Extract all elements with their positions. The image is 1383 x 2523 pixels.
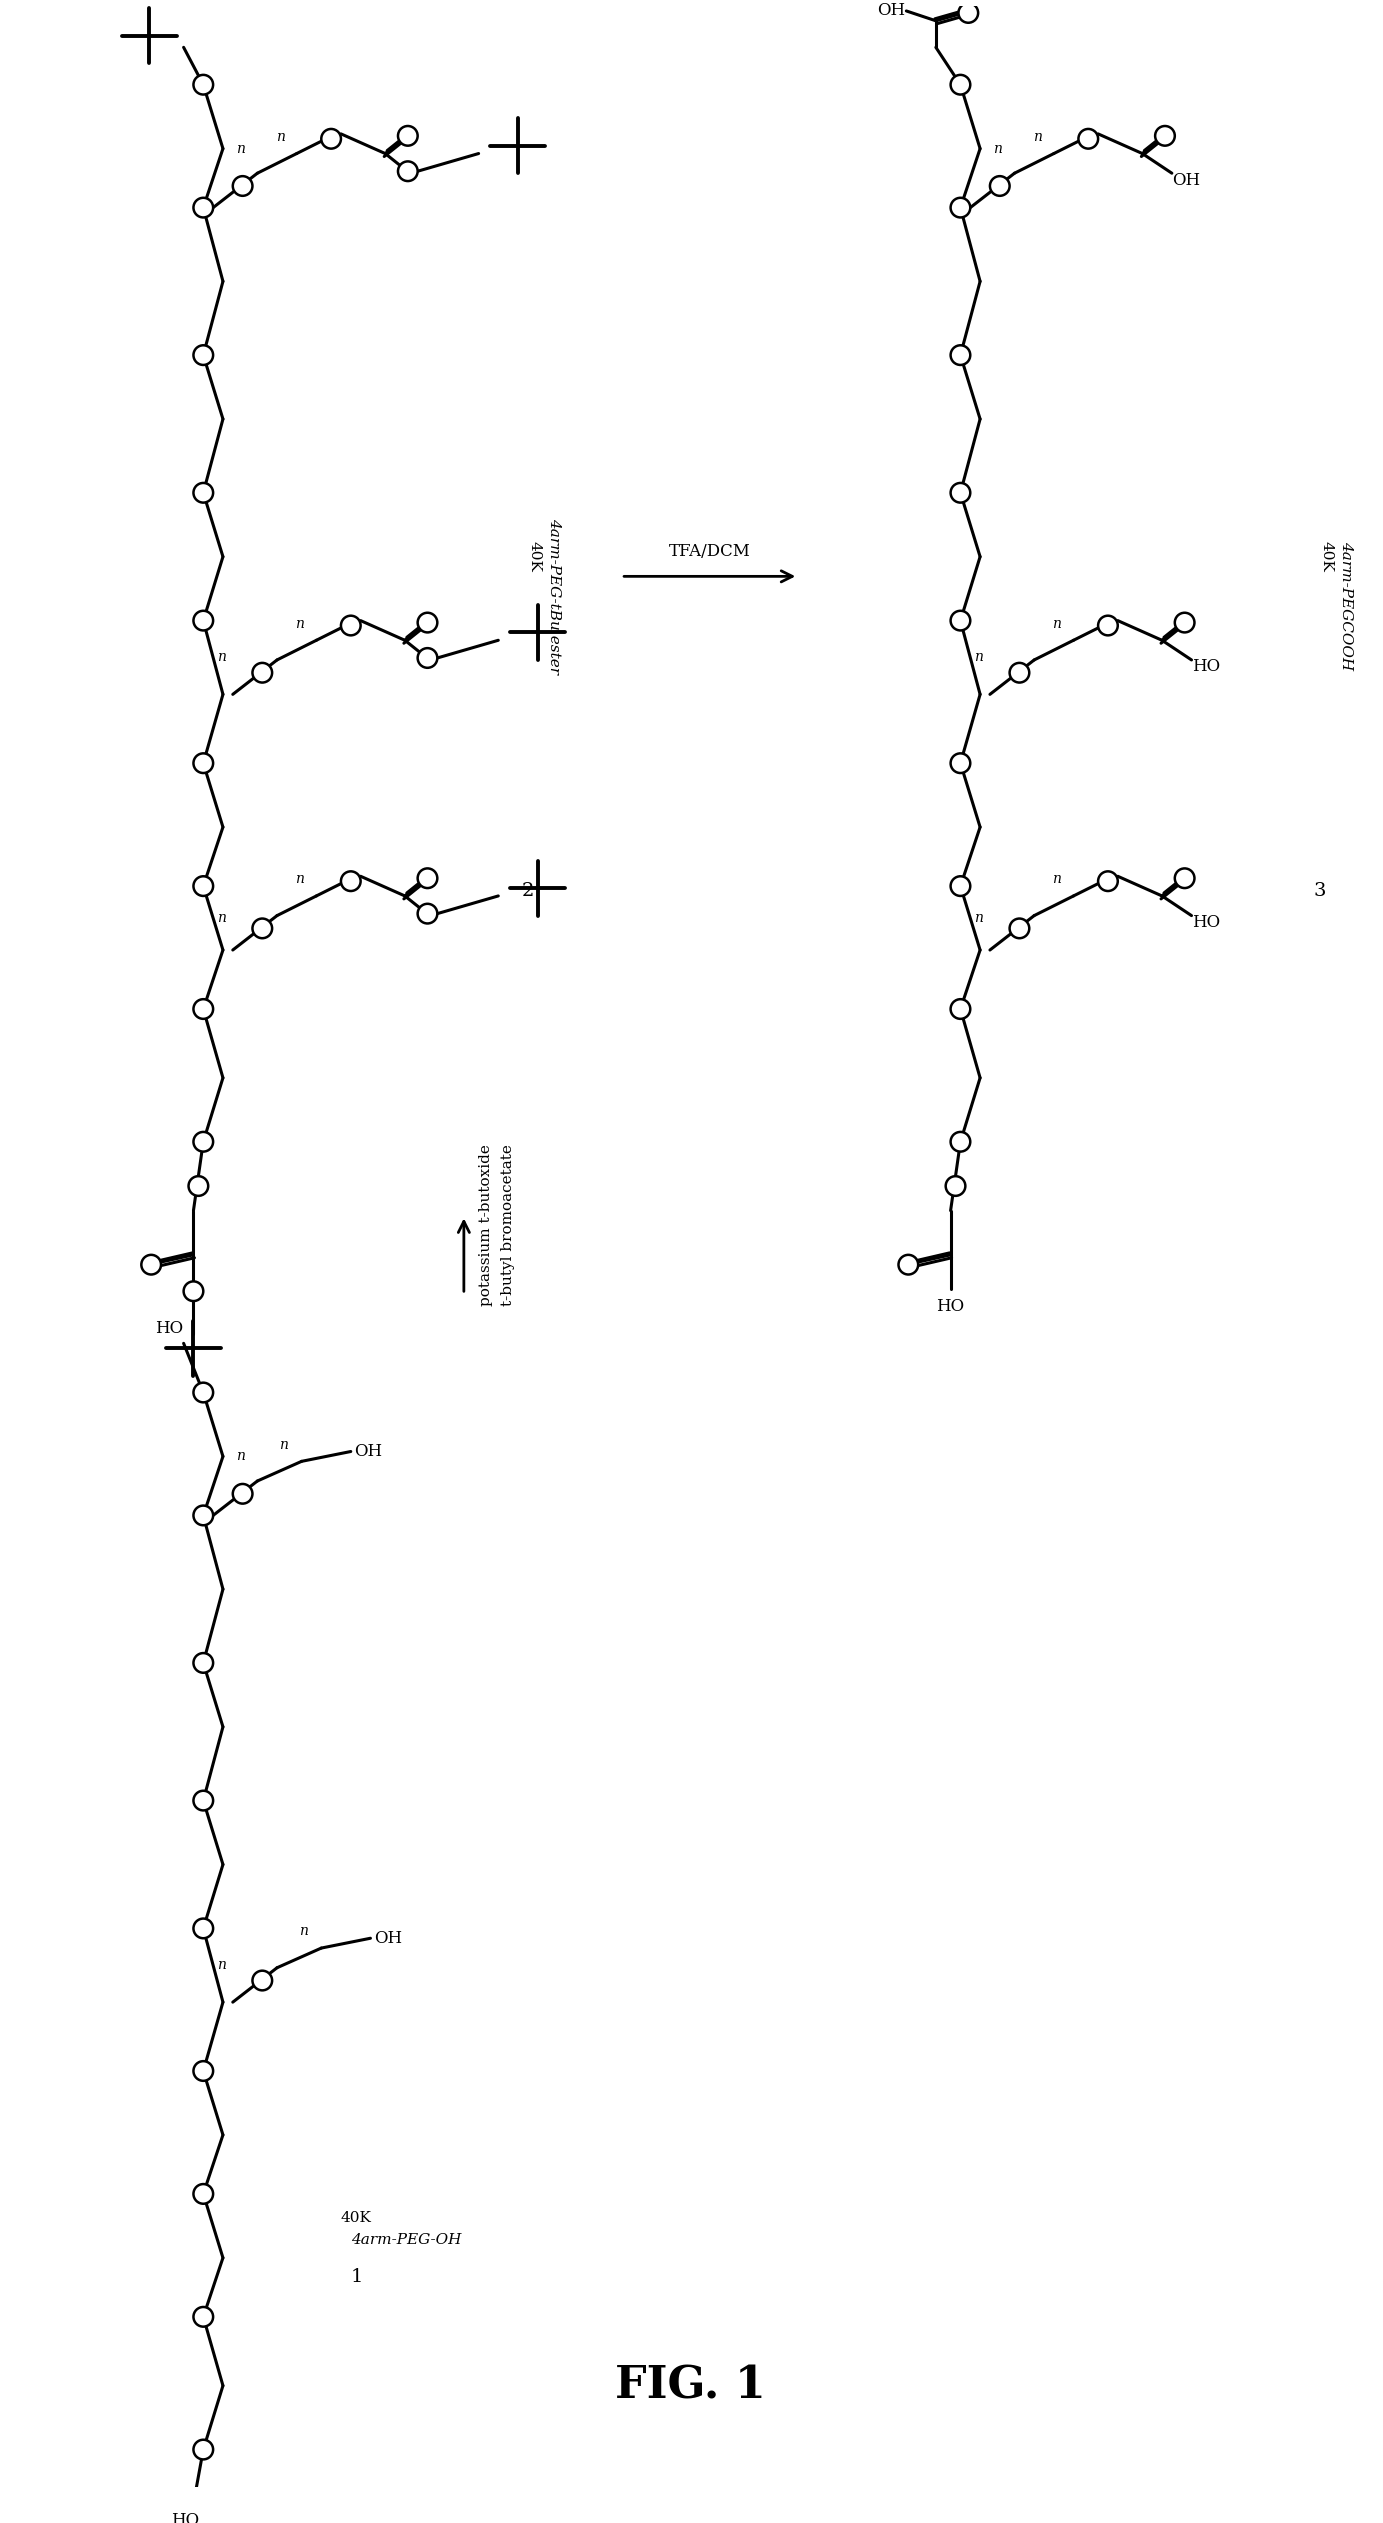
Circle shape <box>232 1484 253 1504</box>
Text: n: n <box>295 873 304 886</box>
Circle shape <box>1098 616 1117 636</box>
Text: TFA/DCM: TFA/DCM <box>669 542 751 560</box>
Circle shape <box>194 76 213 93</box>
Circle shape <box>1098 870 1117 891</box>
Circle shape <box>1079 129 1098 149</box>
Circle shape <box>899 1254 918 1274</box>
Text: HO: HO <box>171 2513 199 2523</box>
Text: OH: OH <box>878 3 906 20</box>
Circle shape <box>194 2306 213 2326</box>
Circle shape <box>418 648 437 669</box>
Text: n: n <box>217 911 225 923</box>
Circle shape <box>232 177 253 197</box>
Circle shape <box>194 754 213 772</box>
Text: n: n <box>1033 129 1041 144</box>
Text: HO: HO <box>1192 913 1220 931</box>
Text: n: n <box>299 1925 308 1938</box>
Circle shape <box>398 161 418 182</box>
Circle shape <box>1155 126 1174 146</box>
Circle shape <box>194 482 213 502</box>
Text: 4arm-PEG-OH: 4arm-PEG-OH <box>351 2233 461 2248</box>
Circle shape <box>194 1917 213 1938</box>
Circle shape <box>398 126 418 146</box>
Text: 4arm-PEGCOOH: 4arm-PEGCOOH <box>1339 542 1353 671</box>
Circle shape <box>194 1133 213 1150</box>
Text: HO: HO <box>1192 659 1220 676</box>
Text: n: n <box>279 1438 288 1451</box>
Text: n: n <box>974 651 982 664</box>
Circle shape <box>950 754 971 772</box>
Text: t-butyl bromoacetate: t-butyl bromoacetate <box>501 1145 516 1307</box>
Circle shape <box>950 76 971 93</box>
Text: potassium t-butoxide: potassium t-butoxide <box>479 1145 492 1307</box>
Text: 40K: 40K <box>1319 542 1333 573</box>
Circle shape <box>958 3 978 23</box>
Circle shape <box>253 918 272 939</box>
Text: n: n <box>974 911 982 923</box>
Circle shape <box>950 875 971 896</box>
Text: n: n <box>236 1448 245 1463</box>
Text: 40K: 40K <box>528 542 542 573</box>
Circle shape <box>194 875 213 896</box>
Circle shape <box>950 197 971 217</box>
Circle shape <box>194 2440 213 2460</box>
Circle shape <box>141 1254 160 1274</box>
Circle shape <box>253 1970 272 1991</box>
Circle shape <box>950 611 971 631</box>
Circle shape <box>194 1791 213 1812</box>
Circle shape <box>1174 613 1195 633</box>
Circle shape <box>194 1506 213 1526</box>
Text: n: n <box>275 129 285 144</box>
Text: 2: 2 <box>521 883 534 901</box>
Circle shape <box>946 1176 965 1196</box>
Circle shape <box>1010 664 1029 684</box>
Text: HO: HO <box>155 1320 183 1337</box>
Text: OH: OH <box>354 1443 383 1461</box>
Text: n: n <box>1052 616 1061 631</box>
Circle shape <box>418 903 437 923</box>
Text: n: n <box>993 141 1003 156</box>
Text: 40K: 40K <box>342 2213 372 2225</box>
Circle shape <box>184 1282 203 1302</box>
Text: n: n <box>1052 873 1061 886</box>
Circle shape <box>1010 918 1029 939</box>
Text: FIG. 1: FIG. 1 <box>614 2364 765 2407</box>
Text: n: n <box>217 651 225 664</box>
Text: 1: 1 <box>351 2268 364 2286</box>
Text: OH: OH <box>373 1930 402 1948</box>
Circle shape <box>194 999 213 1019</box>
Circle shape <box>194 611 213 631</box>
Circle shape <box>194 1653 213 1673</box>
Circle shape <box>194 197 213 217</box>
Text: n: n <box>217 1958 225 1973</box>
Circle shape <box>950 482 971 502</box>
Text: n: n <box>236 141 245 156</box>
Text: n: n <box>295 616 304 631</box>
Circle shape <box>990 177 1010 197</box>
Text: OH: OH <box>1173 172 1200 189</box>
Circle shape <box>418 613 437 633</box>
Circle shape <box>342 870 361 891</box>
Circle shape <box>253 664 272 684</box>
Circle shape <box>194 2061 213 2081</box>
Circle shape <box>950 1133 971 1150</box>
Text: HO: HO <box>936 1299 965 1314</box>
Text: 3: 3 <box>1312 883 1325 901</box>
Circle shape <box>950 999 971 1019</box>
Circle shape <box>194 1383 213 1403</box>
Circle shape <box>194 2185 213 2203</box>
Circle shape <box>950 346 971 366</box>
Circle shape <box>342 616 361 636</box>
Circle shape <box>418 868 437 888</box>
Circle shape <box>321 129 342 149</box>
Circle shape <box>194 346 213 366</box>
Text: 4arm-PEG-tBu ester: 4arm-PEG-tBu ester <box>548 517 561 674</box>
Circle shape <box>188 1176 209 1196</box>
Circle shape <box>1174 868 1195 888</box>
